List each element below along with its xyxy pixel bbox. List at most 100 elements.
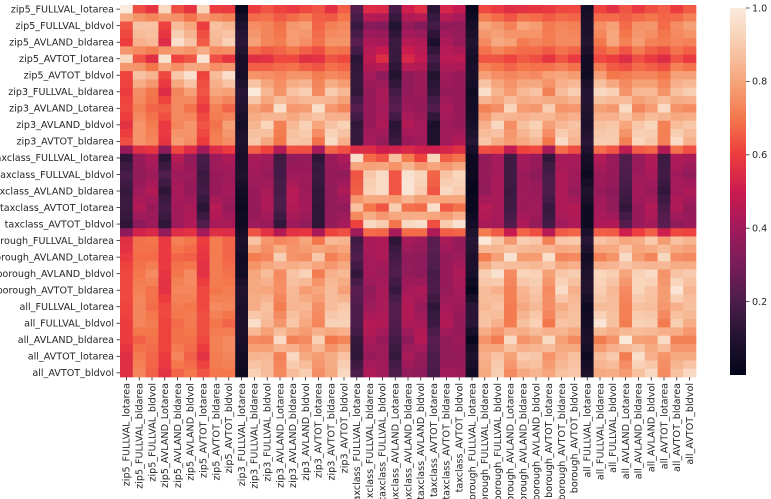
- heatmap-cell: [465, 368, 479, 378]
- heatmap-cell: [580, 277, 594, 287]
- heatmap-cell: [401, 294, 415, 303]
- heatmap-cell: [555, 112, 569, 122]
- heatmap-cell: [324, 129, 338, 138]
- heatmap-cell: [184, 368, 198, 378]
- heatmap-cell: [465, 327, 479, 337]
- heatmap-cell: [619, 104, 633, 113]
- heatmap-cell: [465, 71, 479, 80]
- heatmap-cell: [465, 95, 479, 105]
- heatmap-cell: [593, 29, 607, 39]
- heatmap-cell: [644, 129, 658, 138]
- heatmap-cell: [593, 153, 607, 163]
- heatmap-cell: [388, 162, 402, 171]
- heatmap-cell: [350, 253, 364, 262]
- heatmap-cell: [670, 261, 684, 270]
- row-tick-label: zip5_AVTOT_lotarea: [19, 54, 114, 65]
- heatmap-cell: [184, 302, 198, 312]
- heatmap-cell: [337, 253, 351, 262]
- heatmap-cell: [209, 236, 223, 246]
- heatmap-cell: [478, 79, 492, 89]
- heatmap-cell: [376, 5, 390, 14]
- heatmap-cell: [350, 71, 364, 80]
- heatmap-cell: [388, 302, 402, 312]
- heatmap-cell: [529, 236, 543, 246]
- heatmap-cell: [670, 62, 684, 72]
- heatmap-cell: [388, 236, 402, 246]
- heatmap-cell: [657, 195, 671, 204]
- heatmap-cell: [184, 335, 198, 345]
- heatmap-cell: [401, 195, 415, 204]
- heatmap-cell: [606, 219, 620, 229]
- heatmap-cell: [299, 228, 313, 237]
- heatmap-cell: [235, 38, 249, 47]
- heatmap-cell: [504, 112, 518, 122]
- heatmap-cell: [670, 145, 684, 155]
- heatmap-cell: [644, 5, 658, 14]
- heatmap-cell: [350, 335, 364, 345]
- heatmap-cell: [260, 253, 274, 262]
- heatmap-cell: [337, 29, 351, 39]
- heatmap-cell: [132, 310, 146, 320]
- heatmap-cell: [401, 310, 415, 320]
- heatmap-cell: [568, 79, 582, 89]
- heatmap-cell: [401, 253, 415, 262]
- heatmap-cell: [452, 153, 466, 163]
- heatmap-cell: [568, 195, 582, 204]
- heatmap-cell: [414, 203, 428, 213]
- heatmap-cell: [260, 54, 274, 64]
- heatmap-cell: [440, 277, 454, 287]
- heatmap-cell: [516, 261, 530, 270]
- heatmap-cell: [491, 162, 505, 171]
- heatmap-cell: [491, 112, 505, 122]
- heatmap-cell: [248, 170, 262, 179]
- heatmap-cell: [593, 87, 607, 97]
- heatmap-cell: [324, 38, 338, 47]
- heatmap-cell: [222, 13, 236, 22]
- heatmap-cell: [376, 253, 390, 262]
- heatmap-cell: [440, 203, 454, 213]
- heatmap-cell: [184, 5, 198, 14]
- heatmap-cell: [657, 277, 671, 287]
- heatmap-cell: [440, 253, 454, 262]
- heatmap-cell: [555, 178, 569, 188]
- heatmap-cell: [376, 170, 390, 179]
- heatmap-cell: [619, 211, 633, 221]
- heatmap-cell: [504, 145, 518, 155]
- heatmap-cell: [171, 302, 185, 312]
- heatmap-cell: [414, 286, 428, 295]
- heatmap-cell: [414, 343, 428, 353]
- heatmap-cell: [363, 310, 377, 320]
- heatmap-cell: [222, 112, 236, 122]
- heatmap-cell: [235, 162, 249, 171]
- heatmap-cell: [644, 269, 658, 279]
- heatmap-cell: [273, 219, 287, 229]
- heatmap-cell: [235, 178, 249, 188]
- heatmap-cell: [504, 170, 518, 179]
- heatmap-cell: [414, 327, 428, 337]
- heatmap-cell: [158, 294, 172, 303]
- heatmap-cell: [324, 5, 338, 14]
- heatmap-cell: [184, 319, 198, 328]
- heatmap-cell: [260, 87, 274, 97]
- heatmap-cell: [184, 62, 198, 72]
- heatmap-cell: [593, 310, 607, 320]
- heatmap-cell: [427, 253, 441, 262]
- heatmap-cell: [299, 112, 313, 122]
- heatmap-cell: [529, 327, 543, 337]
- row-tick-label: borough_AVLAND_bldvol: [0, 269, 114, 280]
- heatmap-cell: [273, 269, 287, 279]
- heatmap-cell: [273, 137, 287, 146]
- heatmap-cell: [312, 219, 326, 229]
- heatmap-cell: [350, 352, 364, 361]
- heatmap-cell: [644, 137, 658, 146]
- heatmap-cell: [312, 46, 326, 55]
- heatmap-cell: [593, 368, 607, 378]
- heatmap-cell: [440, 120, 454, 130]
- heatmap-cell: [376, 261, 390, 270]
- heatmap-cell: [657, 5, 671, 14]
- heatmap-cell: [632, 29, 646, 39]
- heatmap-cell: [606, 368, 620, 378]
- row-tick-label: taxclass_AVTOT_bldvol: [5, 219, 114, 230]
- heatmap-cell: [478, 236, 492, 246]
